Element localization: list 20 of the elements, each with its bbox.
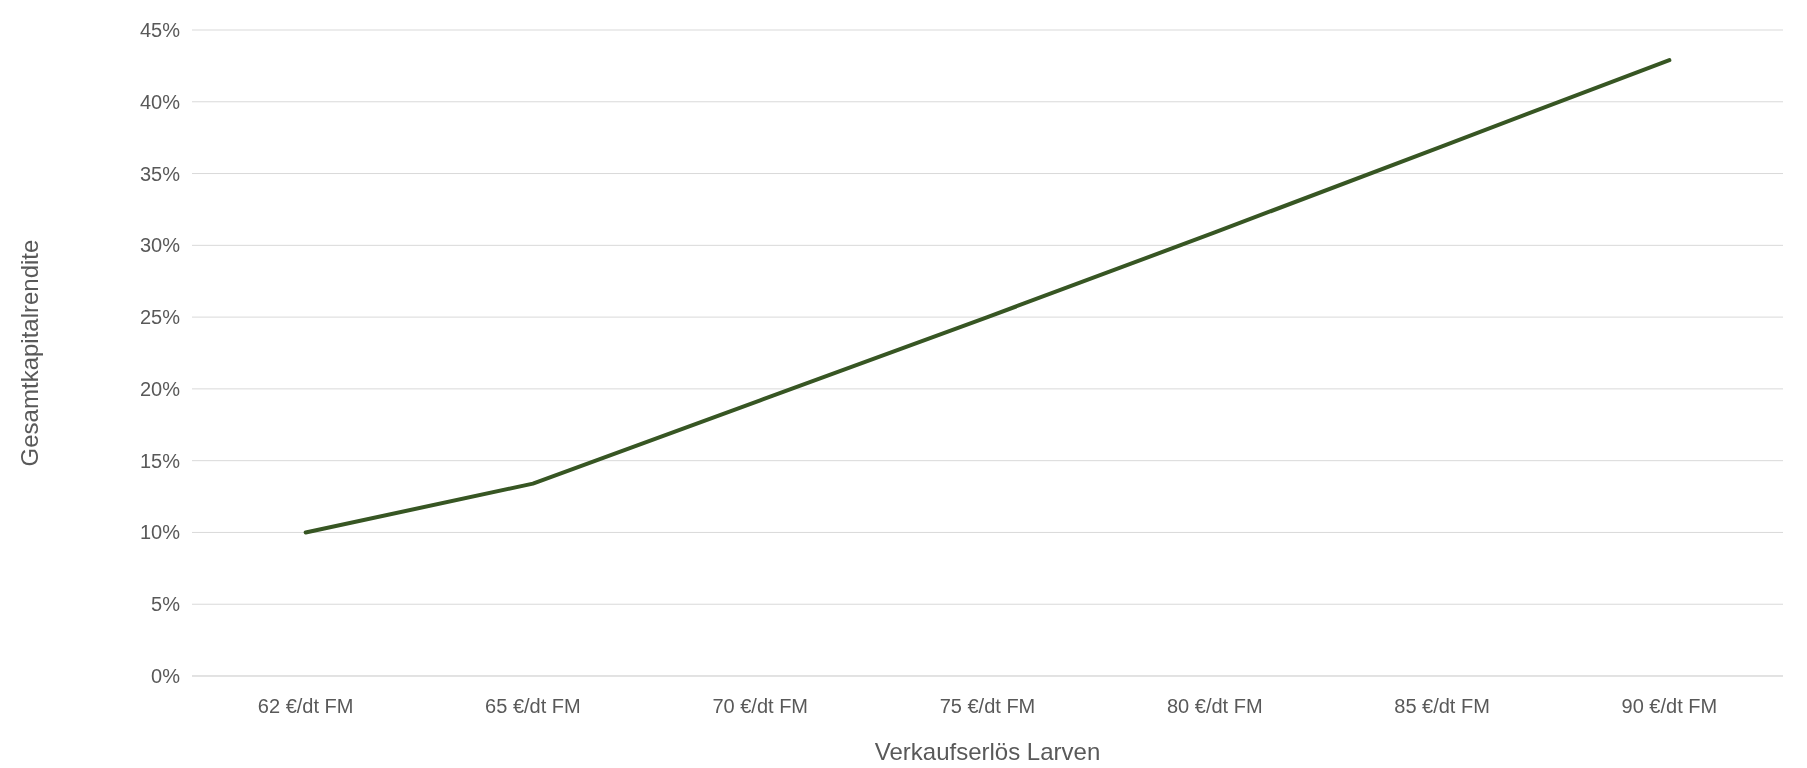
x-tick-label: 80 €/dt FM (1166, 695, 1263, 717)
y-tick-label: 20% (139, 377, 181, 400)
y-tick-label: 10% (139, 521, 181, 544)
y-tick-label: 15% (139, 449, 181, 472)
x-axis-title: Verkaufserlös Larven (874, 738, 1101, 765)
y-axis-title: Gesamtkapitalrendite (16, 239, 43, 467)
y-tick-label: 25% (139, 306, 181, 329)
y-tick-label: 0% (151, 665, 181, 687)
x-tick-label: 70 €/dt FM (712, 695, 809, 717)
x-tick-label: 90 €/dt FM (1621, 695, 1718, 717)
y-tick-label: 40% (139, 90, 181, 113)
x-tick-label: 85 €/dt FM (1394, 695, 1490, 717)
x-tick-label: 75 €/dt FM (939, 695, 1036, 717)
line-series (303, 58, 1672, 535)
y-tick-label: 45% (139, 19, 181, 41)
x-tick-label: 65 €/dt FM (485, 695, 581, 717)
x-tick-label: 62 €/dt FM (257, 695, 354, 717)
y-tick-label: 30% (139, 234, 181, 257)
y-tick-label: 5% (151, 593, 181, 616)
y-tick-label: 35% (139, 162, 181, 185)
